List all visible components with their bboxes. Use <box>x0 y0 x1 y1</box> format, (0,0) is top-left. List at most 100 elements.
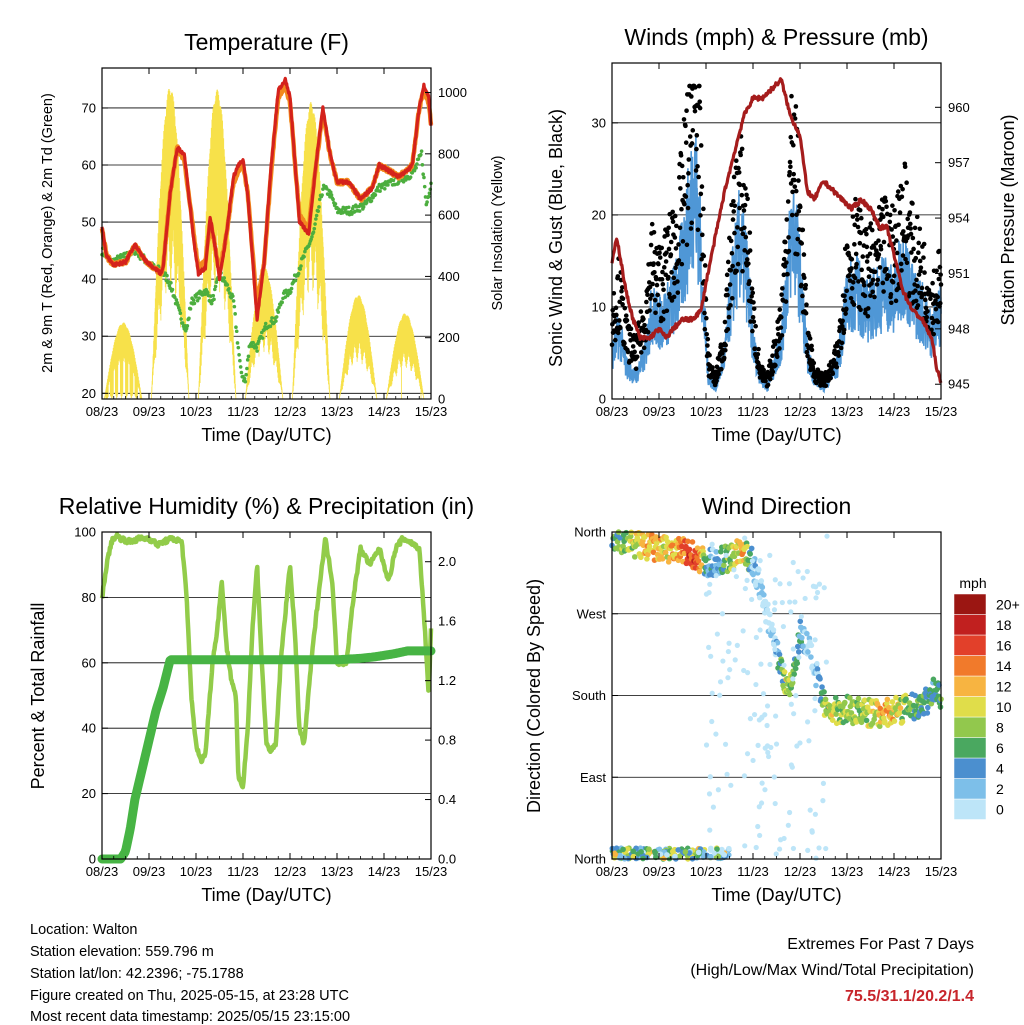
dir-y-tick-label: West <box>577 606 607 621</box>
wind-direction-point <box>694 545 701 551</box>
gust-point <box>747 279 752 284</box>
gust-point <box>881 289 886 294</box>
gust-point <box>925 308 930 314</box>
gust-point <box>848 295 854 301</box>
gust-point <box>736 165 741 171</box>
wind-direction-point <box>792 665 799 672</box>
gust-point <box>679 206 684 212</box>
gust-point <box>865 306 871 311</box>
gust-point <box>804 302 809 307</box>
gust-point <box>615 274 621 279</box>
wind-direction-point <box>796 654 802 660</box>
wind-direction-point <box>732 657 738 663</box>
gust-point <box>624 318 630 323</box>
gust-point <box>739 146 745 152</box>
gust-point <box>729 250 735 256</box>
gust-point <box>930 280 935 286</box>
wind-direction-point <box>750 571 757 578</box>
gust-point <box>620 302 625 307</box>
gust-point <box>623 313 629 318</box>
gust-point <box>719 366 724 372</box>
wind-direction-point <box>882 718 888 725</box>
dewpoint-point <box>316 209 321 213</box>
speed-legend-swatch <box>953 778 987 800</box>
gust-point <box>641 316 646 322</box>
wind-direction-point <box>764 607 771 613</box>
wind-direction-point <box>921 699 928 706</box>
wind-direction-point <box>886 704 892 711</box>
temp-x-tick-label: 14/23 <box>368 404 401 419</box>
gust-point <box>835 343 840 349</box>
wind-x-tick-label: 10/23 <box>690 404 723 419</box>
elevation-text: Station elevation: 559.796 m <box>30 944 214 960</box>
gust-point <box>668 239 674 245</box>
temp-x-tick-label: 12/23 <box>274 404 307 419</box>
wind-direction-point <box>758 661 764 667</box>
wind-direction-point <box>757 627 763 633</box>
wind-direction-point <box>896 710 903 716</box>
wind-direction-point <box>756 594 763 601</box>
gust-point <box>777 307 783 312</box>
wind-direction-point <box>799 634 805 641</box>
wind-direction-point <box>664 852 670 858</box>
gust-point <box>854 217 860 222</box>
wind-y2-tick-label: 960 <box>948 100 970 115</box>
dewpoint-point <box>233 312 237 316</box>
gust-point <box>625 349 631 355</box>
gust-point <box>857 207 863 213</box>
wind-direction-point <box>889 699 896 705</box>
gust-point <box>704 315 709 321</box>
speed-legend-label: 0 <box>996 801 1004 817</box>
gust-point <box>654 282 660 288</box>
wind-direction-point <box>753 634 759 641</box>
gust-point <box>852 242 857 247</box>
speed-legend-title: mph <box>959 575 986 591</box>
dewpoint-point <box>165 273 169 278</box>
wind-direction-point <box>731 553 738 560</box>
wind-direction-point <box>797 740 803 746</box>
dewpoint-point <box>192 301 197 306</box>
dewpoint-point <box>263 321 268 326</box>
wind-direction-point <box>707 581 713 587</box>
gust-point <box>660 317 666 322</box>
gust-point <box>858 307 863 313</box>
wind-direction-point <box>903 696 909 702</box>
gust-point <box>774 354 780 360</box>
gust-point <box>867 251 873 257</box>
wind-direction-point <box>776 651 783 658</box>
wind-x-tick-label: 08/23 <box>596 404 629 419</box>
wind-direction-point <box>786 691 793 698</box>
rh-x-tick-label: 09/23 <box>133 864 166 879</box>
gust-point <box>784 217 790 222</box>
wind-x-label: Time (Day/UTC) <box>711 425 841 445</box>
relative-humidity-line <box>99 532 434 790</box>
gust-point <box>894 250 900 256</box>
gust-point <box>895 189 901 194</box>
wind-direction-point <box>741 773 748 779</box>
gust-point <box>880 206 885 212</box>
dir-x-tick-label: 10/23 <box>690 864 723 879</box>
dewpoint-point <box>414 166 418 170</box>
gust-point <box>894 238 899 243</box>
gust-point <box>755 351 761 357</box>
gust-point <box>883 198 889 204</box>
wind-direction-point <box>816 581 823 587</box>
wind-direction-point <box>848 710 855 716</box>
wind-direction-point <box>703 591 710 597</box>
wind-direction-point <box>791 711 797 717</box>
dewpoint-point <box>425 200 429 204</box>
wind-direction-point <box>620 543 626 549</box>
wind-direction-point <box>624 846 631 852</box>
dewpoint-point <box>232 304 237 309</box>
gust-point <box>846 273 852 278</box>
gust-point <box>770 369 776 375</box>
gust-point <box>866 274 872 279</box>
wind-direction-point <box>771 774 777 780</box>
dewpoint-point <box>410 171 415 175</box>
gust-point <box>657 255 663 260</box>
gust-point <box>872 269 878 275</box>
gust-point <box>743 234 749 240</box>
dir-y-tick-label: East <box>580 770 606 785</box>
wind-direction-point <box>790 676 796 682</box>
gust-point <box>686 157 692 162</box>
